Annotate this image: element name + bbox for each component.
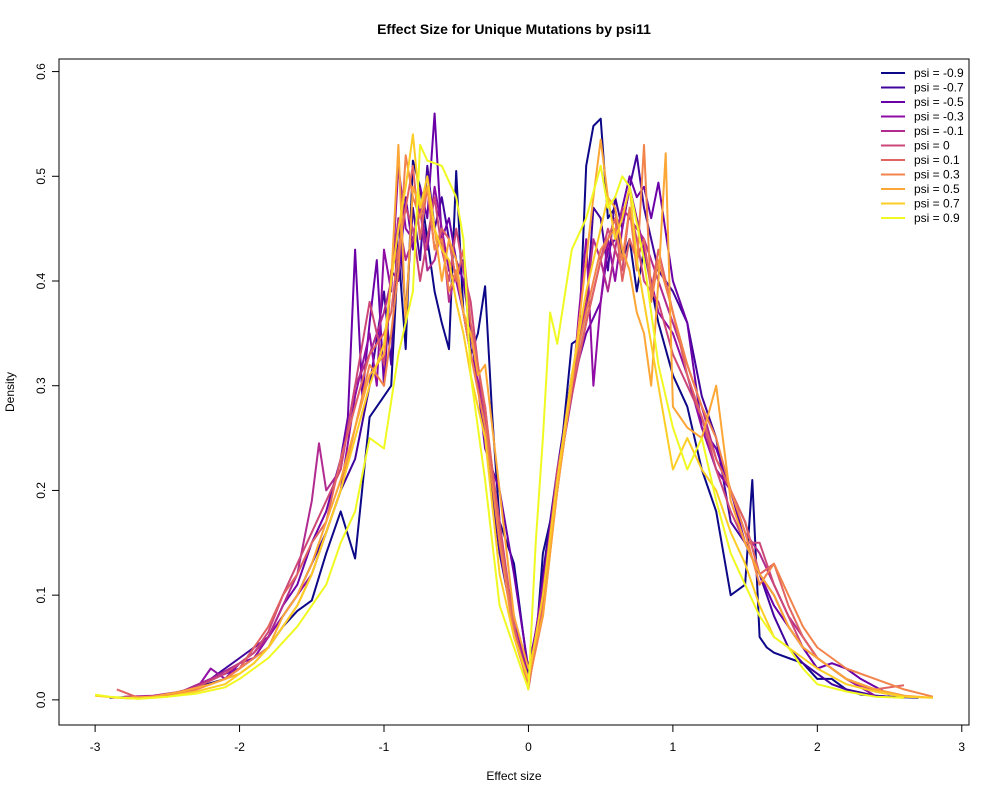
series-line-7 [138,143,934,699]
x-axis-label: Effect size [486,769,541,783]
y-axis: 0.0 0.1 0.2 0.3 0.4 0.5 0.6 [34,63,60,708]
x-tick-label: 0 [525,740,532,754]
x-tick-label: 3 [958,740,965,754]
y-tick-label: 0.6 [34,63,48,80]
y-tick-label: 0.2 [34,482,48,499]
legend-label-5: psi = 0 [914,139,950,153]
chart-title: Effect Size for Unique Mutations by psi1… [377,21,651,37]
legend-label-6: psi = 0.1 [914,153,960,167]
y-tick-label: 0.4 [34,272,48,289]
legend-label-3: psi = -0.3 [914,110,964,124]
x-tick-label: 2 [814,740,821,754]
legend-label-2: psi = -0.5 [914,95,964,109]
series-line-6 [116,164,905,699]
series-line-9 [95,133,933,700]
legend-label-8: psi = 0.5 [914,182,960,196]
y-axis-label: Density [3,372,17,412]
legend-label-1: psi = -0.7 [914,81,964,95]
x-tick-label: -3 [90,740,101,754]
y-tick-label: 0.3 [34,377,48,394]
y-tick-label: 0.5 [34,168,48,185]
x-tick-label: 1 [670,740,677,754]
y-tick-label: 0.1 [34,586,48,603]
legend-label-10: psi = 0.9 [914,211,960,225]
legend-label-9: psi = 0.7 [914,197,960,211]
series-layer [94,112,934,700]
x-tick-label: -1 [379,740,390,754]
legend-label-0: psi = -0.9 [914,66,964,80]
legend-label-7: psi = 0.3 [914,168,960,182]
legend-label-4: psi = -0.1 [914,124,964,138]
series-line-10 [94,143,905,700]
x-tick-label: -2 [234,740,245,754]
series-line-8 [123,138,933,699]
x-axis: -3 -2 -1 0 1 2 3 [90,724,965,754]
y-tick-label: 0.0 [34,691,48,708]
